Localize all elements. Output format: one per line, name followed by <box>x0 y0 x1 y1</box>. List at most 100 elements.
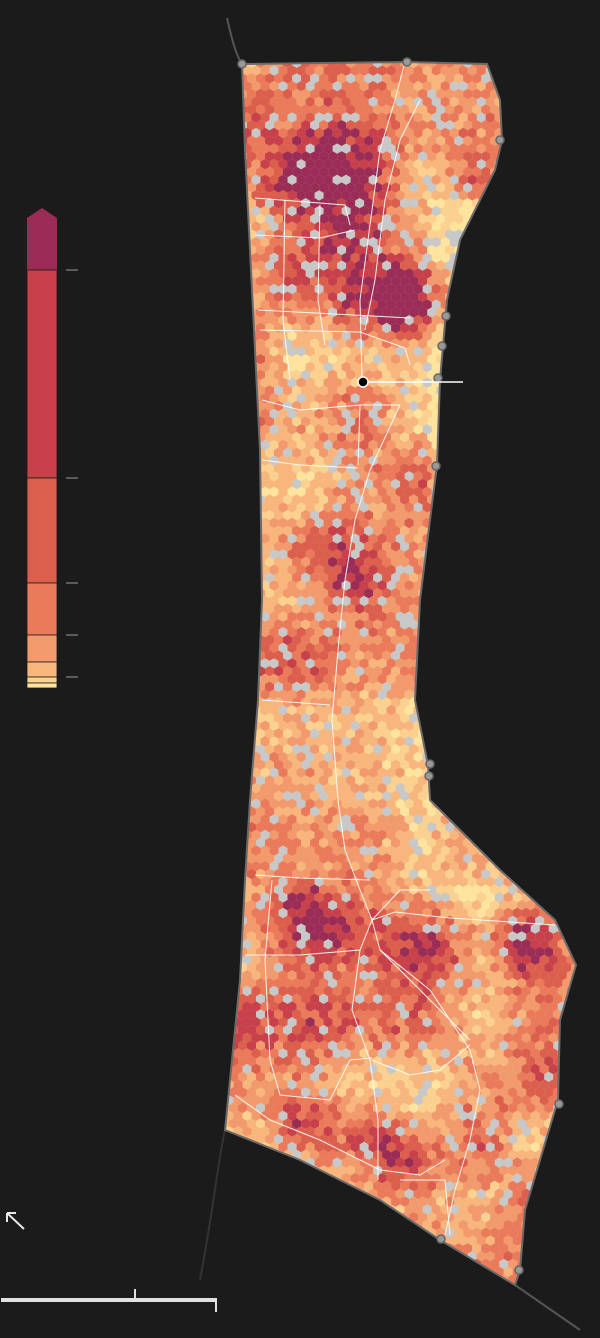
hex-cell <box>436 868 446 880</box>
hex-cell <box>296 673 306 685</box>
hex-cell <box>225 572 229 583</box>
hex-cell <box>490 822 500 833</box>
hex-cell <box>580 822 589 832</box>
hex-cell <box>535 790 545 802</box>
hex-cell <box>436 853 446 864</box>
hex-cell <box>229 307 238 318</box>
hex-cell <box>567 50 576 60</box>
hex-cell <box>265 759 274 770</box>
hex-cell <box>557 814 567 825</box>
hex-cell <box>449 221 459 232</box>
hex-cell <box>449 970 459 981</box>
hex-cell <box>310 166 320 178</box>
hex-cell <box>332 159 342 170</box>
hex-cell <box>413 159 423 170</box>
hex-cell <box>386 81 396 92</box>
hex-cell <box>571 853 576 864</box>
hex-cell <box>481 962 491 973</box>
hex-cell <box>319 884 329 895</box>
hex-cell <box>346 728 356 739</box>
hex-cell <box>508 759 518 770</box>
hex-cell <box>225 252 234 263</box>
hex-cell <box>377 65 387 76</box>
hex-cell <box>310 369 320 380</box>
hex-cell <box>287 814 297 825</box>
hex-cell <box>359 689 369 700</box>
hex-cell <box>391 1071 401 1082</box>
hex-cell <box>341 439 351 451</box>
hex-cell <box>557 174 567 185</box>
hex-cell <box>449 907 459 919</box>
hex-cell <box>274 1040 283 1051</box>
hex-cell <box>450 50 459 60</box>
hex-cell <box>382 166 392 178</box>
hex-cell <box>229 447 238 458</box>
hex-cell <box>467 361 477 373</box>
hex-cell <box>359 861 369 872</box>
hex-cell <box>580 479 589 489</box>
hex-cell <box>386 751 396 763</box>
hex-cell <box>355 1071 365 1082</box>
hex-cell <box>238 1102 247 1114</box>
hex-cell <box>472 307 482 318</box>
hex-cell <box>463 728 473 739</box>
hex-cell <box>548 237 558 248</box>
hex-cell <box>512 627 522 638</box>
hex-cell <box>260 174 270 185</box>
hex-cell <box>499 260 509 271</box>
hex-cell <box>216 955 225 965</box>
hex-cell <box>274 494 283 505</box>
hex-cell <box>283 588 293 599</box>
hex-cell <box>431 783 441 794</box>
hex-cell <box>229 244 238 256</box>
hex-cell <box>539 439 549 451</box>
hex-cell <box>225 611 234 622</box>
hex-cell <box>585 955 594 965</box>
hex-cell <box>247 416 256 427</box>
hex-cell <box>539 736 549 747</box>
hex-cell <box>355 588 365 599</box>
hex-cell <box>260 533 270 544</box>
hex-cell <box>409 213 419 224</box>
hex-cell <box>449 798 459 809</box>
hex-cell <box>265 447 274 458</box>
hex-cell <box>512 814 522 825</box>
hex-cell <box>319 276 329 287</box>
hex-cell <box>490 588 500 599</box>
hex-cell <box>413 580 423 591</box>
hex-cell <box>377 892 387 903</box>
hex-cell <box>386 611 396 622</box>
hex-cell <box>463 619 473 630</box>
hex-cell <box>364 666 374 677</box>
hex-cell <box>449 471 459 482</box>
hex-cell <box>526 853 536 864</box>
hex-cell <box>449 564 459 575</box>
hex-cell <box>481 151 491 162</box>
hex-cell <box>292 385 302 396</box>
hex-cell <box>422 876 432 887</box>
hex-cell <box>229 354 238 365</box>
hex-cell <box>521 330 531 341</box>
hex-cell <box>229 182 238 193</box>
hex-cell <box>265 681 274 692</box>
hex-cell <box>472 697 482 708</box>
hex-cell <box>269 939 279 950</box>
hex-cell <box>314 923 324 934</box>
hex-cell <box>585 908 594 918</box>
hex-cell <box>409 104 419 115</box>
hex-cell <box>323 1063 333 1075</box>
hex-cell <box>346 915 356 926</box>
hex-cell <box>418 962 428 973</box>
hex-cell <box>512 985 522 997</box>
hex-cell <box>350 642 360 653</box>
hex-cell <box>418 822 428 833</box>
hex-cell <box>400 712 410 724</box>
hex-cell <box>314 1095 324 1106</box>
hex-cell <box>323 424 333 435</box>
hex-cell <box>269 970 279 981</box>
hex-cell <box>553 213 563 224</box>
hex-cell <box>283 135 293 146</box>
hex-cell <box>463 868 473 880</box>
hex-cell <box>238 993 247 1004</box>
hex-cell <box>580 682 589 692</box>
